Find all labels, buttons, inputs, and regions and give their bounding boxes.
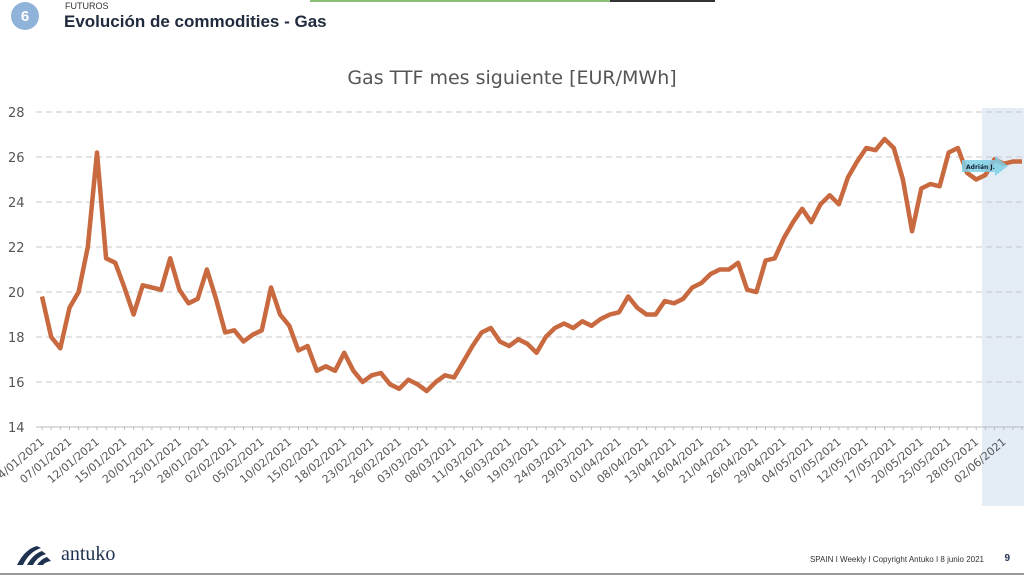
y-tick-label: 26 xyxy=(8,151,25,166)
footer-divider xyxy=(0,573,1024,575)
annotation-callout: Adrián J. xyxy=(962,156,1008,176)
series-line xyxy=(39,136,1022,394)
antuko-logo: antuko xyxy=(15,543,115,566)
footer-copyright: SPAIN I Weekly I Copyright Antuko I 8 ju… xyxy=(809,555,984,564)
y-tick-label: 22 xyxy=(8,241,25,256)
page-number: 9 xyxy=(1004,553,1010,564)
y-tick-label: 28 xyxy=(8,106,25,121)
y-tick-label: 20 xyxy=(8,286,25,301)
arrow-right-icon xyxy=(962,156,1008,176)
annotation-label: Adrián J. xyxy=(966,164,995,171)
y-tick-label: 24 xyxy=(8,196,25,211)
forecast-shade xyxy=(982,108,1024,506)
chart-title: Gas TTF mes siguiente [EUR/MWh] xyxy=(347,67,676,89)
section-label: FUTUROS xyxy=(65,1,109,11)
section-number-badge: 6 xyxy=(11,2,39,30)
page-title: Evolución de commodities - Gas xyxy=(64,12,327,31)
top-accent-green xyxy=(310,0,610,2)
antuko-logo-icon xyxy=(17,545,51,565)
logo-text: antuko xyxy=(61,543,116,565)
y-tick-label: 18 xyxy=(8,331,25,346)
y-tick-label: 16 xyxy=(8,376,25,391)
top-accent-dark xyxy=(610,0,715,2)
y-tick-label: 14 xyxy=(8,421,25,436)
